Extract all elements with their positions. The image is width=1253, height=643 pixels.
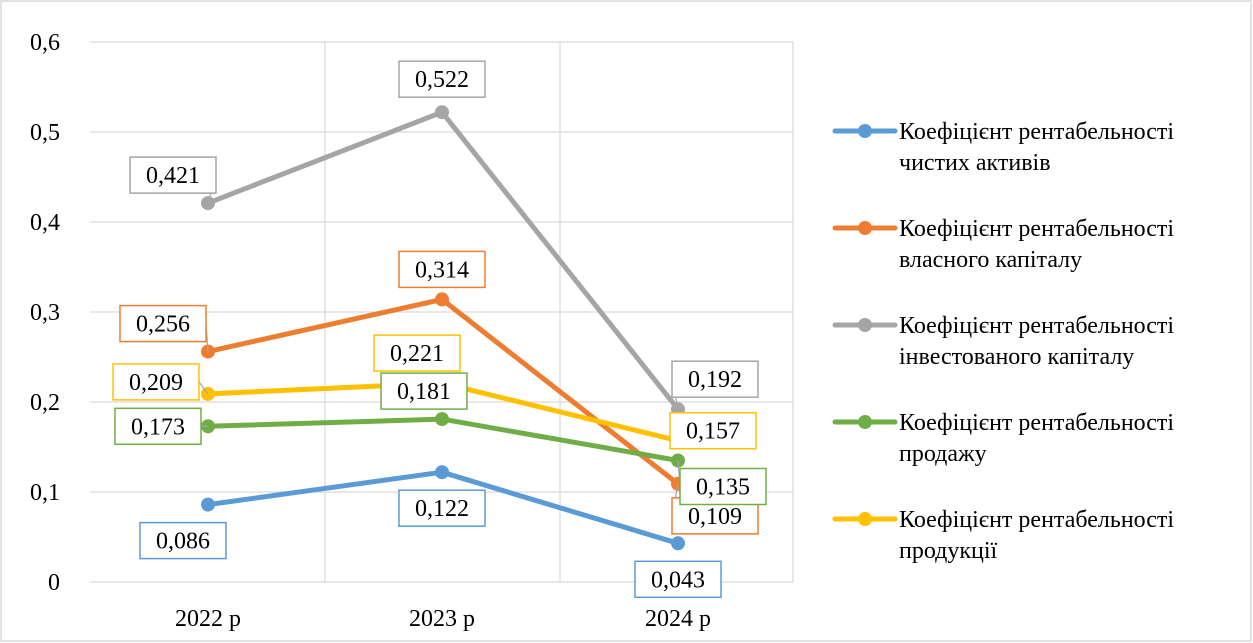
legend-label: Коефіцієнт рентабельності (899, 410, 1174, 436)
legend-label: Коефіцієнт рентабельності (899, 119, 1174, 145)
legend-label: Коефіцієнт рентабельності (899, 216, 1174, 242)
legend-marker (858, 221, 872, 235)
data-point (435, 465, 449, 480)
data-point (201, 497, 215, 512)
legend-label: Коефіцієнт рентабельності (899, 313, 1174, 339)
data-label: 0,173 (131, 414, 185, 440)
data-point (435, 412, 449, 427)
y-tick-label: 0,1 (30, 480, 60, 506)
data-labels: 0,086 0,122 0,043 0,256 0,314 0,109 0,421 0,522… (112, 60, 767, 599)
data-label-box (139, 521, 227, 560)
label-leader-line (198, 381, 209, 395)
series (201, 105, 685, 551)
legend-label: продукції (899, 538, 998, 564)
x-tick-label: 2024 р (645, 606, 711, 632)
x-axis-ticks: 2022 р 2023 р 2024 р (175, 606, 711, 632)
data-label-box (398, 60, 486, 98)
data-label-box (129, 156, 217, 194)
y-tick-label: 0 (48, 570, 60, 596)
data-label: 0,122 (415, 496, 469, 522)
legend-marker (858, 512, 872, 526)
legend-label: чистих активів (899, 150, 1051, 176)
data-label: 0,109 (688, 504, 742, 530)
data-label-box (373, 334, 461, 372)
data-label: 0,522 (415, 67, 469, 93)
legend-label: продажу (899, 441, 987, 467)
y-axis-ticks: 0 0,1 0,2 0,3 0,4 0,5 0,6 (30, 30, 60, 596)
y-tick-label: 0,4 (30, 210, 60, 236)
data-label: 0,181 (397, 379, 451, 405)
data-label: 0,157 (686, 419, 740, 445)
data-label: 0,135 (696, 475, 750, 501)
x-tick-label: 2023 р (409, 606, 475, 632)
legend-label: Коефіцієнт рентабельності (899, 507, 1174, 533)
data-label: 0,209 (129, 370, 183, 396)
data-label: 0,256 (136, 312, 190, 338)
y-tick-label: 0,2 (30, 390, 60, 416)
data-label-box (634, 560, 722, 599)
data-label-box (679, 467, 767, 506)
legend-label: інвестованого капіталу (899, 344, 1134, 370)
y-tick-label: 0,6 (30, 30, 60, 56)
y-tick-label: 0,5 (30, 120, 60, 146)
data-label: 0,043 (651, 567, 705, 593)
legend: Коефіцієнт рентабельності чистих активів К… (832, 119, 1174, 564)
data-label-box (669, 411, 757, 450)
legend-marker (858, 415, 872, 429)
data-label: 0,086 (156, 529, 210, 555)
data-label-box (398, 250, 486, 289)
data-label: 0,314 (415, 257, 469, 283)
data-label-box (671, 360, 759, 398)
data-point (671, 536, 685, 551)
y-tick-label: 0,3 (30, 300, 60, 326)
data-label-box (380, 372, 468, 410)
data-label-box (112, 363, 200, 401)
data-label: 0,221 (390, 341, 444, 367)
legend-marker (858, 124, 872, 138)
data-label: 0,192 (688, 367, 742, 393)
legend-marker (858, 318, 872, 332)
data-point (435, 292, 449, 307)
data-label-box (398, 489, 486, 527)
legend-label: власного капіталу (899, 247, 1082, 273)
data-label: 0,421 (146, 163, 200, 189)
data-point (435, 105, 449, 120)
data-label-box (119, 304, 207, 343)
data-label-box (114, 407, 202, 446)
x-tick-label: 2022 р (175, 606, 241, 632)
